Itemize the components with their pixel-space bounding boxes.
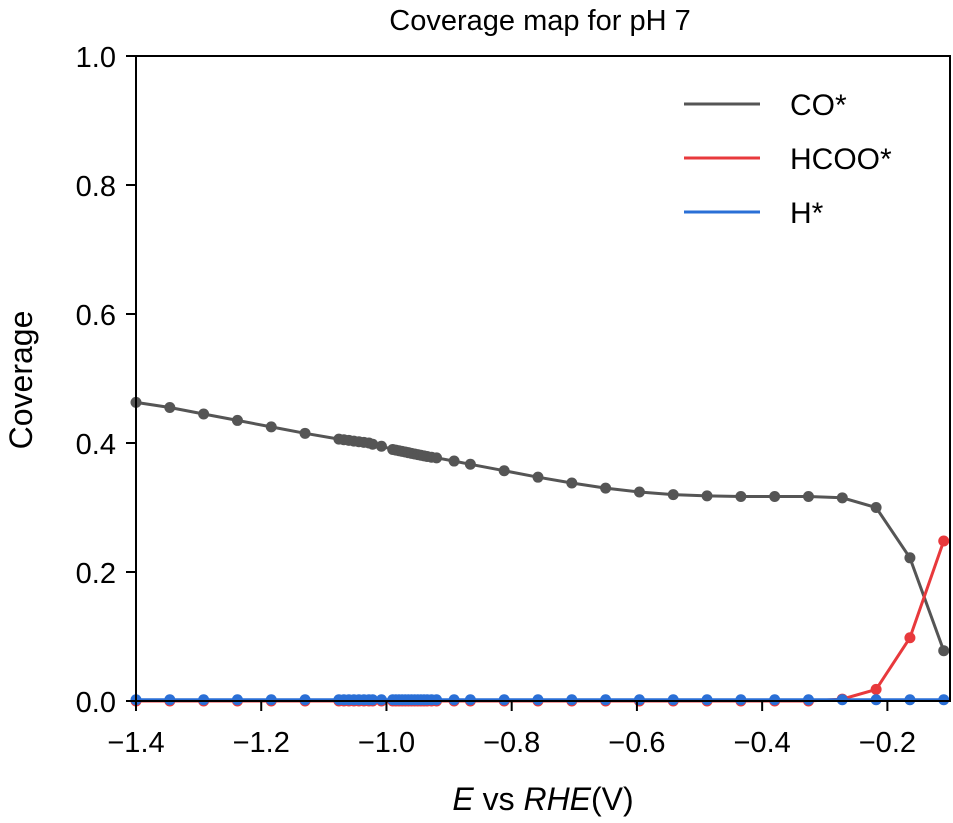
data-point-h <box>265 694 277 706</box>
data-point-co <box>633 486 645 498</box>
data-point-co <box>367 438 379 450</box>
data-point-hcoo <box>904 632 916 644</box>
data-point-h <box>667 694 679 706</box>
data-point-h <box>164 694 176 706</box>
y-tick-label: 0.2 <box>76 558 116 590</box>
series-line-hcoo <box>136 540 946 703</box>
data-point-h <box>701 694 713 706</box>
data-point-co <box>735 491 747 503</box>
y-tick-label: 0.0 <box>76 687 116 719</box>
data-point-h <box>431 694 443 706</box>
data-point-co <box>802 491 814 503</box>
data-point-h <box>904 694 916 706</box>
data-point-co <box>566 477 578 489</box>
data-point-co <box>532 471 544 483</box>
data-point-h <box>836 694 848 706</box>
series-h <box>130 694 950 706</box>
data-point-co <box>836 492 848 504</box>
data-point-h <box>802 694 814 706</box>
data-point-co <box>448 455 460 467</box>
data-point-h <box>735 694 747 706</box>
data-point-co <box>667 489 679 501</box>
data-point-co <box>938 645 950 657</box>
data-point-h <box>367 694 379 706</box>
data-point-h <box>938 694 950 706</box>
x-tick-label: −0.2 <box>859 727 916 759</box>
series-layer <box>130 396 950 707</box>
y-tick-label: 1.0 <box>76 42 116 74</box>
data-point-h <box>448 694 460 706</box>
data-point-co <box>231 414 243 426</box>
plot-frame <box>135 55 951 702</box>
data-point-h <box>566 694 578 706</box>
y-axis: 0.0 0.2 0.4 0.6 0.8 1.0 <box>76 42 136 719</box>
x-axis-label-reference: RHE <box>523 781 591 817</box>
data-point-co <box>701 490 713 502</box>
data-point-co <box>498 465 510 477</box>
data-point-hcoo <box>870 683 882 695</box>
x-tick-label: −0.6 <box>608 727 665 759</box>
data-point-h <box>600 694 612 706</box>
data-point-h <box>464 694 476 706</box>
chart-title: Coverage map for pH 7 <box>389 5 690 37</box>
y-tick-label: 0.8 <box>76 171 116 203</box>
x-tick-label: −0.8 <box>483 727 540 759</box>
x-axis-label-connector: vs <box>474 781 524 817</box>
data-point-co <box>198 408 210 420</box>
data-point-h <box>198 694 210 706</box>
x-tick-label: −1.4 <box>107 727 164 759</box>
data-point-co <box>265 421 277 433</box>
data-point-co <box>464 458 476 470</box>
data-point-h <box>231 694 243 706</box>
x-axis-label: E vs RHE(V) <box>452 781 633 817</box>
data-point-hcoo <box>938 535 950 547</box>
data-point-co <box>375 440 387 452</box>
legend-label: CO* <box>790 89 847 122</box>
x-tick-label: −1.2 <box>233 727 290 759</box>
x-axis: −1.4 −1.2 −1.0 −0.8 −0.6 −0.4 −0.2 <box>107 701 916 759</box>
data-point-co <box>431 452 443 464</box>
data-point-h <box>633 694 645 706</box>
data-point-co <box>870 502 882 513</box>
x-tick-label: −1.0 <box>358 727 415 759</box>
series-co <box>130 396 950 657</box>
data-point-h <box>532 694 544 706</box>
data-point-co <box>769 491 781 503</box>
y-tick-label: 0.4 <box>76 429 116 461</box>
data-point-h <box>375 694 387 706</box>
data-point-co <box>904 552 916 564</box>
legend: CO* HCOO* H* <box>684 89 892 230</box>
data-point-h <box>769 694 781 706</box>
series-line-co <box>135 400 946 652</box>
legend-label: HCOO* <box>790 143 892 176</box>
x-tick-label: −0.4 <box>734 727 791 759</box>
x-axis-label-variable: E <box>452 781 474 817</box>
series-hcoo <box>130 535 950 707</box>
data-point-h <box>870 694 882 706</box>
x-axis-label-unit: (V) <box>591 781 634 817</box>
data-point-h <box>299 694 311 706</box>
y-axis-label: Coverage <box>3 311 39 450</box>
data-point-co <box>164 402 176 414</box>
data-point-h <box>498 694 510 706</box>
y-tick-label: 0.6 <box>76 300 116 332</box>
data-point-co <box>299 427 311 439</box>
legend-label: H* <box>790 197 824 230</box>
data-point-co <box>600 482 612 494</box>
